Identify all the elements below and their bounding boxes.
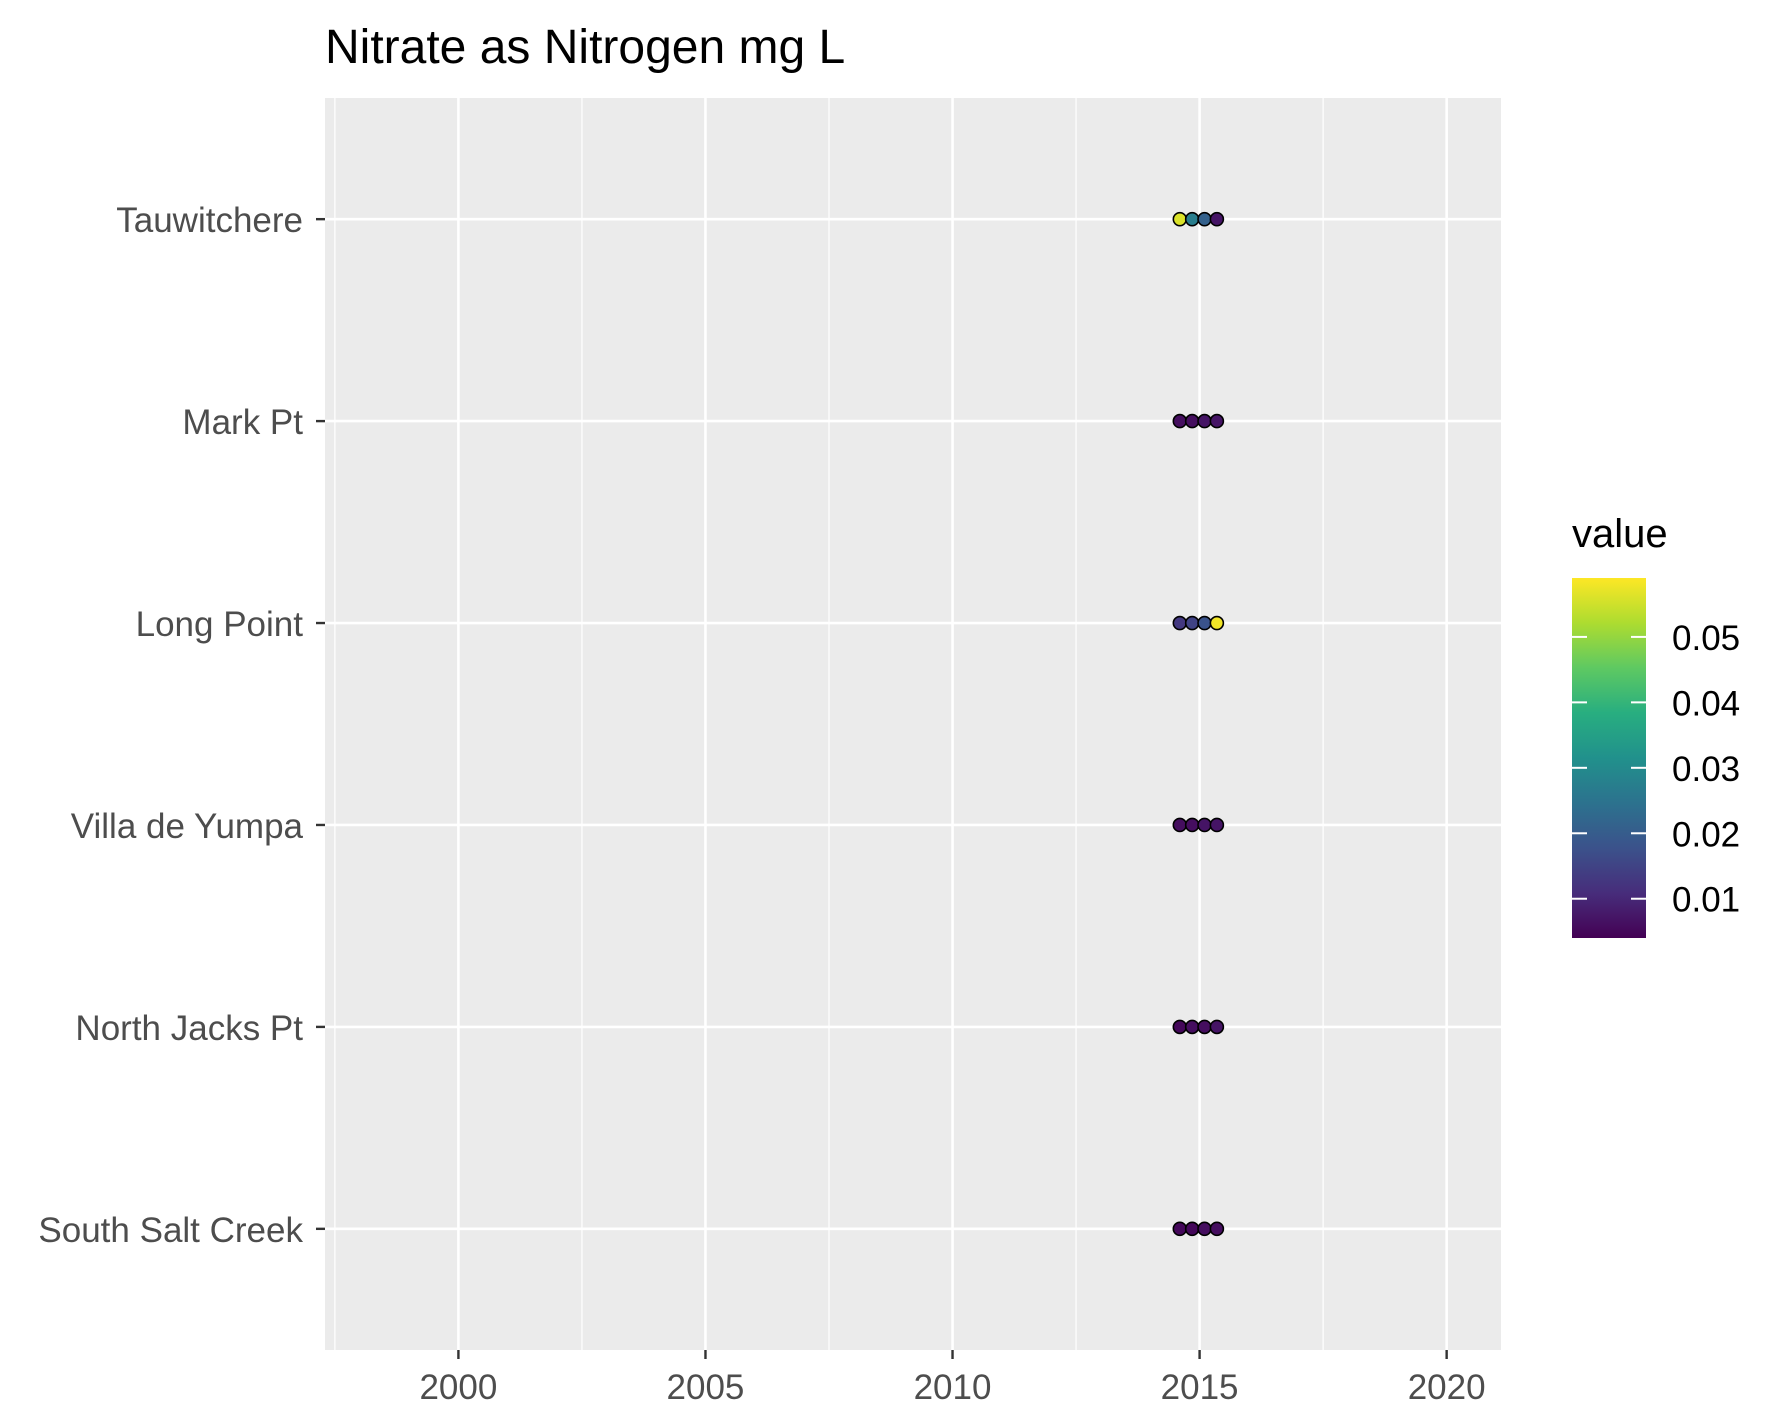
y-tick-label: Tauwitchere — [116, 201, 303, 240]
legend-tick-label: 0.05 — [1672, 619, 1740, 658]
legend-ticks: 0.01 0.02 0.03 0.04 0.05 — [1572, 619, 1740, 920]
legend: value 0.01 0.02 0.03 0.04 0.05 — [1572, 512, 1740, 938]
data-point — [1209, 211, 1225, 227]
x-tick-label: 2020 — [1408, 1368, 1486, 1407]
x-tick-label: 2000 — [419, 1368, 497, 1407]
x-axis: 2000 2005 2010 2015 2020 — [419, 1350, 1486, 1407]
chart-title: Nitrate as Nitrogen mg L — [325, 21, 845, 74]
legend-tick-label: 0.03 — [1672, 750, 1740, 789]
data-point — [1184, 211, 1200, 227]
data-point — [1197, 413, 1212, 429]
data-point — [1184, 1221, 1200, 1237]
plot-panel — [325, 98, 1501, 1350]
data-point — [1209, 1221, 1225, 1237]
data-point — [1197, 817, 1212, 833]
data-point — [1209, 1019, 1225, 1035]
data-point — [1172, 817, 1188, 833]
data-point — [1209, 413, 1225, 429]
y-tick-label: South Salt Creek — [38, 1211, 303, 1250]
data-point — [1209, 615, 1225, 631]
y-tick-label: Villa de Yumpa — [71, 807, 304, 846]
y-axis: South Salt Creek North Jacks Pt Villa de Y… — [38, 201, 325, 1250]
data-points — [1172, 211, 1225, 1237]
data-point — [1172, 1221, 1188, 1237]
data-point — [1184, 413, 1200, 429]
data-point — [1197, 615, 1212, 631]
legend-tick-label: 0.04 — [1672, 684, 1740, 723]
data-point — [1172, 413, 1188, 429]
data-point — [1209, 817, 1225, 833]
y-tick-label: Mark Pt — [182, 403, 303, 442]
x-tick-label: 2005 — [667, 1368, 745, 1407]
grid-layer — [325, 98, 1501, 1350]
y-tick-label: Long Point — [136, 605, 304, 644]
data-point — [1172, 1019, 1188, 1035]
data-point — [1197, 1019, 1212, 1035]
y-tick-label: North Jacks Pt — [75, 1009, 303, 1048]
x-tick-label: 2010 — [914, 1368, 992, 1407]
data-point — [1184, 615, 1200, 631]
legend-colorbar — [1572, 578, 1646, 938]
legend-tick-label: 0.02 — [1672, 815, 1740, 854]
x-tick-label: 2015 — [1161, 1368, 1239, 1407]
data-point — [1197, 211, 1212, 227]
legend-tick-label: 0.01 — [1672, 881, 1740, 920]
data-point — [1184, 1019, 1200, 1035]
data-point — [1197, 1221, 1212, 1237]
legend-title: value — [1572, 512, 1668, 556]
data-point — [1172, 615, 1188, 631]
data-point — [1172, 211, 1188, 227]
data-point — [1184, 817, 1200, 833]
